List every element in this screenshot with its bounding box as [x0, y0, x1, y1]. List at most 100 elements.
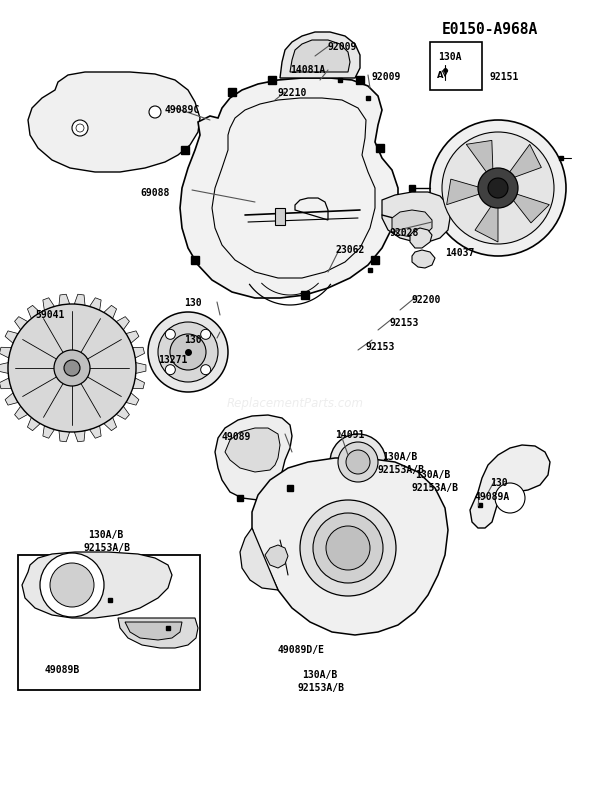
- Text: 69088: 69088: [140, 188, 169, 198]
- Text: 59041: 59041: [35, 310, 64, 320]
- Bar: [268, 76, 276, 84]
- Text: E0150-A968A: E0150-A968A: [442, 22, 538, 37]
- Polygon shape: [133, 347, 145, 358]
- Text: 130A/B: 130A/B: [302, 670, 337, 680]
- Polygon shape: [43, 426, 54, 438]
- Polygon shape: [27, 417, 40, 431]
- Circle shape: [430, 120, 566, 256]
- Circle shape: [40, 553, 104, 617]
- Bar: [376, 144, 384, 152]
- Text: 92153: 92153: [390, 318, 419, 328]
- Bar: [356, 76, 364, 84]
- Circle shape: [64, 360, 80, 376]
- Text: 130A/B: 130A/B: [88, 530, 123, 540]
- Polygon shape: [180, 78, 398, 298]
- Polygon shape: [503, 144, 542, 182]
- Polygon shape: [59, 431, 70, 441]
- Polygon shape: [43, 298, 54, 310]
- Circle shape: [165, 329, 175, 339]
- Polygon shape: [506, 190, 549, 223]
- Polygon shape: [0, 362, 8, 374]
- Text: 14081A: 14081A: [290, 65, 325, 75]
- Polygon shape: [280, 32, 360, 78]
- Polygon shape: [74, 295, 85, 305]
- Text: 92009: 92009: [328, 42, 358, 52]
- Polygon shape: [5, 331, 18, 343]
- Text: 49089C: 49089C: [165, 105, 200, 115]
- Text: 23062: 23062: [335, 245, 365, 255]
- Polygon shape: [290, 40, 350, 72]
- Text: 92153A/B: 92153A/B: [378, 465, 425, 475]
- Polygon shape: [126, 393, 139, 405]
- Polygon shape: [252, 458, 448, 635]
- Bar: [228, 88, 236, 96]
- Circle shape: [165, 365, 175, 374]
- Polygon shape: [15, 406, 28, 420]
- Text: 49089B: 49089B: [45, 665, 80, 675]
- Polygon shape: [136, 362, 146, 374]
- Text: 49089: 49089: [222, 432, 251, 442]
- Text: 49089A: 49089A: [475, 492, 510, 502]
- Text: 92028: 92028: [390, 228, 419, 238]
- Polygon shape: [59, 295, 70, 305]
- Polygon shape: [215, 415, 292, 500]
- Circle shape: [300, 500, 396, 596]
- Circle shape: [72, 120, 88, 136]
- Polygon shape: [90, 298, 101, 310]
- Circle shape: [478, 168, 518, 208]
- Polygon shape: [410, 228, 432, 248]
- Text: 14091: 14091: [335, 430, 365, 440]
- Polygon shape: [15, 316, 28, 330]
- Text: 130: 130: [184, 298, 202, 308]
- Polygon shape: [412, 250, 435, 268]
- Polygon shape: [22, 552, 172, 618]
- Text: 92151: 92151: [490, 72, 519, 82]
- Text: 130A/B: 130A/B: [382, 452, 417, 462]
- Circle shape: [8, 304, 136, 432]
- Bar: [191, 256, 199, 264]
- Polygon shape: [104, 305, 117, 319]
- Polygon shape: [116, 406, 129, 420]
- Circle shape: [149, 106, 161, 118]
- Polygon shape: [104, 417, 117, 431]
- Text: ReplacementParts.com: ReplacementParts.com: [227, 397, 363, 410]
- Bar: [18, 555, 200, 690]
- Text: 92210: 92210: [278, 88, 307, 98]
- Text: 130: 130: [184, 335, 202, 345]
- Circle shape: [495, 483, 525, 513]
- Circle shape: [442, 132, 554, 244]
- Polygon shape: [90, 426, 101, 438]
- Circle shape: [148, 312, 228, 392]
- Polygon shape: [275, 208, 285, 225]
- Polygon shape: [125, 622, 182, 640]
- Text: 92009: 92009: [372, 72, 401, 82]
- Text: 92153A/B: 92153A/B: [298, 683, 345, 693]
- Text: 92153: 92153: [365, 342, 394, 352]
- Polygon shape: [470, 445, 550, 528]
- Circle shape: [338, 442, 378, 482]
- Text: A: A: [437, 71, 444, 80]
- Polygon shape: [0, 347, 11, 358]
- Polygon shape: [5, 393, 18, 405]
- Polygon shape: [466, 140, 493, 182]
- Bar: [181, 146, 189, 154]
- Polygon shape: [475, 196, 498, 242]
- Polygon shape: [133, 378, 145, 389]
- Circle shape: [346, 450, 370, 474]
- Text: 49089D/E: 49089D/E: [278, 645, 325, 655]
- Text: 130: 130: [490, 478, 507, 488]
- Circle shape: [170, 334, 206, 370]
- Polygon shape: [392, 210, 432, 237]
- Polygon shape: [27, 305, 40, 319]
- Polygon shape: [74, 431, 85, 441]
- Bar: [371, 256, 379, 264]
- Circle shape: [488, 178, 508, 198]
- Polygon shape: [116, 316, 129, 330]
- Circle shape: [158, 322, 218, 382]
- Circle shape: [54, 350, 90, 386]
- Polygon shape: [225, 428, 280, 472]
- Polygon shape: [118, 618, 198, 648]
- Text: 13271: 13271: [158, 355, 188, 365]
- Text: 92153A/B: 92153A/B: [411, 483, 458, 493]
- Polygon shape: [126, 331, 139, 343]
